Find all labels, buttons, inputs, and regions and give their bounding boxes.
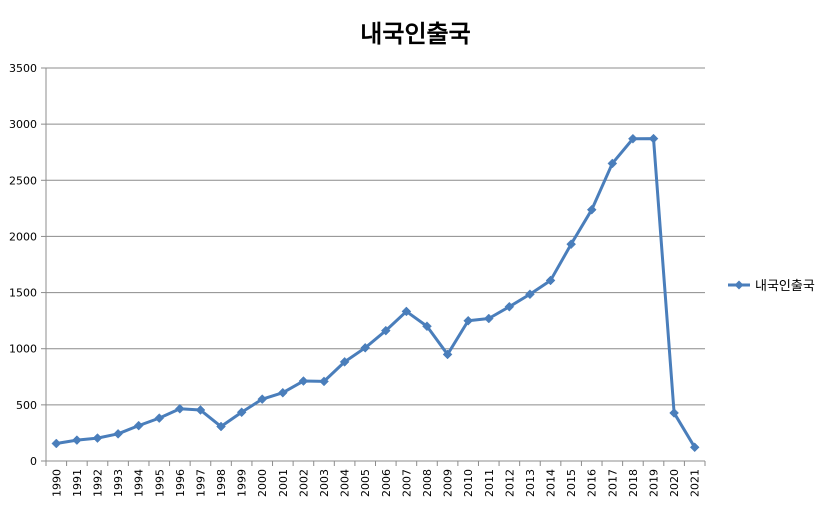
x-tick-label: 2017 bbox=[606, 469, 619, 497]
data-point bbox=[586, 204, 597, 215]
x-tick-label: 2015 bbox=[565, 469, 578, 497]
data-point bbox=[113, 428, 123, 439]
data-point bbox=[51, 438, 62, 449]
data-point bbox=[566, 239, 576, 250]
y-tick-label: 500 bbox=[16, 399, 37, 412]
data-point bbox=[669, 408, 679, 418]
data-point bbox=[72, 435, 82, 445]
data-point bbox=[628, 133, 638, 144]
x-tick-label: 1996 bbox=[174, 469, 187, 497]
data-point bbox=[257, 394, 268, 404]
y-tick-label: 2000 bbox=[9, 230, 37, 243]
x-tick-label: 1994 bbox=[133, 469, 146, 497]
data-point bbox=[133, 420, 144, 431]
data-point bbox=[648, 133, 659, 144]
data-point bbox=[175, 403, 185, 414]
y-tick-label: 3500 bbox=[9, 62, 37, 75]
data-point bbox=[360, 342, 371, 353]
legend-marker bbox=[734, 280, 744, 290]
x-tick-label: 1997 bbox=[194, 469, 207, 497]
x-tick-label: 2011 bbox=[483, 469, 496, 497]
data-point bbox=[154, 413, 165, 423]
data-point bbox=[545, 275, 556, 286]
legend: 내국인출국 bbox=[728, 279, 815, 294]
data-point bbox=[236, 407, 247, 418]
data-point bbox=[525, 289, 535, 300]
x-tick-label: 2021 bbox=[689, 469, 702, 497]
axes bbox=[41, 67, 706, 466]
x-tick-label: 1999 bbox=[236, 469, 249, 497]
x-tick-label: 2019 bbox=[648, 469, 661, 497]
x-tick-label: 2012 bbox=[503, 469, 516, 497]
data-point bbox=[277, 387, 288, 398]
data-point bbox=[442, 349, 453, 360]
x-tick-label: 2016 bbox=[586, 469, 599, 497]
data-point bbox=[298, 376, 309, 386]
data-point bbox=[401, 306, 412, 317]
x-tick-label: 1992 bbox=[91, 469, 104, 497]
x-tick-label: 1991 bbox=[71, 469, 84, 497]
data-point bbox=[380, 325, 391, 336]
x-tick-label: 1995 bbox=[153, 469, 166, 497]
data-point bbox=[463, 315, 474, 326]
x-tick-label: 2013 bbox=[524, 469, 537, 497]
data-point bbox=[689, 442, 700, 453]
series-layer bbox=[51, 133, 700, 453]
x-tick-label: 2009 bbox=[442, 469, 455, 497]
x-tick-label: 2000 bbox=[256, 469, 269, 497]
y-tick-label: 2500 bbox=[9, 174, 37, 187]
data-point bbox=[195, 405, 206, 415]
x-tick-label: 2020 bbox=[668, 469, 681, 497]
grid-lines bbox=[46, 67, 705, 406]
data-point bbox=[216, 421, 226, 432]
data-point bbox=[483, 313, 494, 324]
x-tick-label: 1990 bbox=[50, 469, 63, 497]
y-tick-label: 1500 bbox=[9, 287, 37, 300]
data-point bbox=[339, 356, 350, 367]
data-point bbox=[607, 158, 618, 169]
chart-title: 내국인출국 bbox=[360, 20, 471, 48]
x-tick-label: 1993 bbox=[112, 469, 125, 497]
x-tick-label: 2002 bbox=[297, 469, 310, 497]
x-tick-label: 2006 bbox=[380, 469, 393, 497]
y-tick-label: 3000 bbox=[9, 118, 37, 131]
x-tick-label: 2004 bbox=[339, 469, 352, 497]
data-point bbox=[504, 301, 515, 312]
data-point bbox=[92, 433, 103, 443]
series-line bbox=[56, 137, 696, 449]
x-tick-label: 2005 bbox=[359, 469, 372, 497]
y-tick-label: 0 bbox=[30, 455, 37, 468]
legend-label: 내국인출국 bbox=[755, 279, 815, 294]
y-tick-label: 1000 bbox=[9, 343, 37, 356]
x-tick-label: 1998 bbox=[215, 469, 228, 497]
x-tick-label: 2008 bbox=[421, 469, 434, 497]
data-point bbox=[422, 321, 432, 332]
y-tick-labels: 0 500 1000 1500 2000 2500 3000 3500 bbox=[9, 62, 37, 468]
x-tick-labels: 1990 1991 1992 1993 1994 1995 1996 1997 1998 1999… bbox=[50, 469, 701, 497]
x-tick-label: 2003 bbox=[318, 469, 331, 497]
x-tick-label: 2014 bbox=[545, 469, 558, 497]
x-tick-label: 2001 bbox=[277, 469, 290, 497]
x-tick-label: 2010 bbox=[462, 469, 475, 497]
data-point bbox=[319, 376, 329, 387]
x-tick-label: 2018 bbox=[627, 469, 640, 497]
x-tick-label: 2007 bbox=[400, 469, 413, 497]
